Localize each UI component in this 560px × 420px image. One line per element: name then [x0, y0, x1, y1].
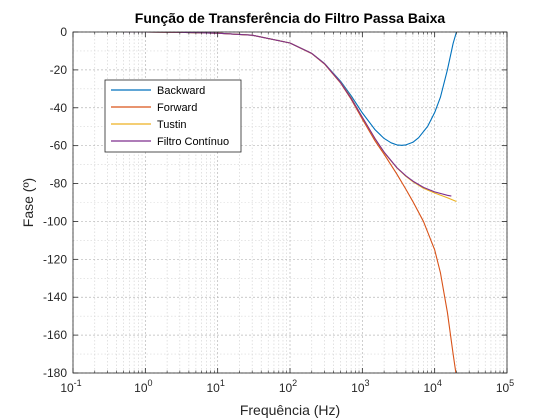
legend: Backward Forward Tustin Filtro Contínuo: [104, 79, 242, 153]
series-layer: [123, 32, 457, 373]
y-tick-label: -160: [43, 328, 67, 342]
x-tick-label: 101: [206, 378, 224, 395]
y-tick-label: -140: [43, 290, 67, 304]
x-tick-label: 102: [279, 378, 297, 395]
y-tick-label: -80: [50, 177, 68, 191]
legend-box: [104, 79, 242, 153]
x-axis-title: Frequência (Hz): [240, 402, 340, 418]
y-tick-label: -120: [43, 252, 67, 266]
x-tick-label: 103: [351, 378, 369, 395]
axis-ticks: [72, 31, 508, 374]
x-tick-label: 104: [423, 378, 441, 395]
legend-label: Forward: [157, 102, 197, 114]
y-tick-label: -100: [43, 214, 67, 228]
legend-label: Filtro Contínuo: [157, 136, 229, 148]
x-tick-label: 10-1: [60, 378, 81, 395]
legend-label: Backward: [157, 85, 205, 97]
chart-title: Função de Transferência do Filtro Passa …: [135, 10, 446, 26]
y-tick-label: -20: [50, 63, 68, 77]
y-tick-label: 0: [60, 25, 67, 39]
y-tick-labels: 0 -20 -40 -60 -80 -100 -120 -140 -160 -180: [43, 25, 67, 380]
y-tick-label: -40: [50, 101, 68, 115]
x-tick-labels: 10-1 100 101 102 103 104 105: [60, 378, 514, 395]
series-line-filtro-cont-nuo: [123, 32, 452, 197]
y-axis-title: Fase (º): [20, 178, 36, 227]
x-tick-label: 105: [496, 378, 514, 395]
legend-label: Tustin: [157, 119, 187, 131]
y-tick-label: -180: [43, 366, 67, 380]
y-tick-label: -60: [50, 139, 68, 153]
x-tick-label: 100: [134, 378, 152, 395]
